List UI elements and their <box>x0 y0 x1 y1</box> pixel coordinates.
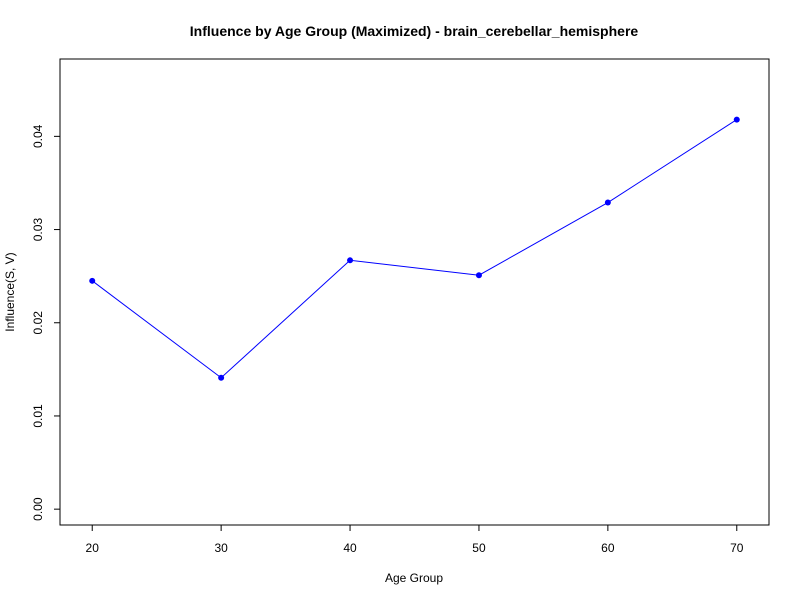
chart-title: Influence by Age Group (Maximized) - bra… <box>190 23 639 39</box>
data-point-2 <box>347 257 354 264</box>
series-line-0 <box>91 119 738 379</box>
data-point-5 <box>733 116 740 123</box>
data-point-3 <box>475 272 482 279</box>
y-tick-label-1: 0.01 <box>31 404 45 428</box>
data-point-0 <box>89 277 96 284</box>
y-tick-label-3: 0.03 <box>31 218 45 242</box>
y-tick-label-2: 0.02 <box>31 311 45 335</box>
x-axis: 20 30 40 50 60 70 <box>86 525 744 555</box>
y-tick-label-0: 0.00 <box>31 497 45 521</box>
x-tick-label-0: 20 <box>86 541 100 555</box>
data-point-1 <box>218 374 225 381</box>
x-tick-label-3: 50 <box>472 541 486 555</box>
data-point-4 <box>604 199 611 206</box>
x-axis-label: Age Group <box>385 571 443 585</box>
series-layer <box>89 116 740 381</box>
x-tick-label-1: 30 <box>214 541 228 555</box>
x-tick-label-2: 40 <box>343 541 357 555</box>
y-axis-label: Influence(S, V) <box>3 252 17 331</box>
y-tick-label-4: 0.04 <box>31 124 45 148</box>
y-axis: 0.00 0.01 0.02 0.03 0.04 <box>31 124 60 521</box>
plot-frame <box>59 58 770 526</box>
x-tick-label-4: 60 <box>601 541 615 555</box>
x-tick-label-5: 70 <box>730 541 744 555</box>
